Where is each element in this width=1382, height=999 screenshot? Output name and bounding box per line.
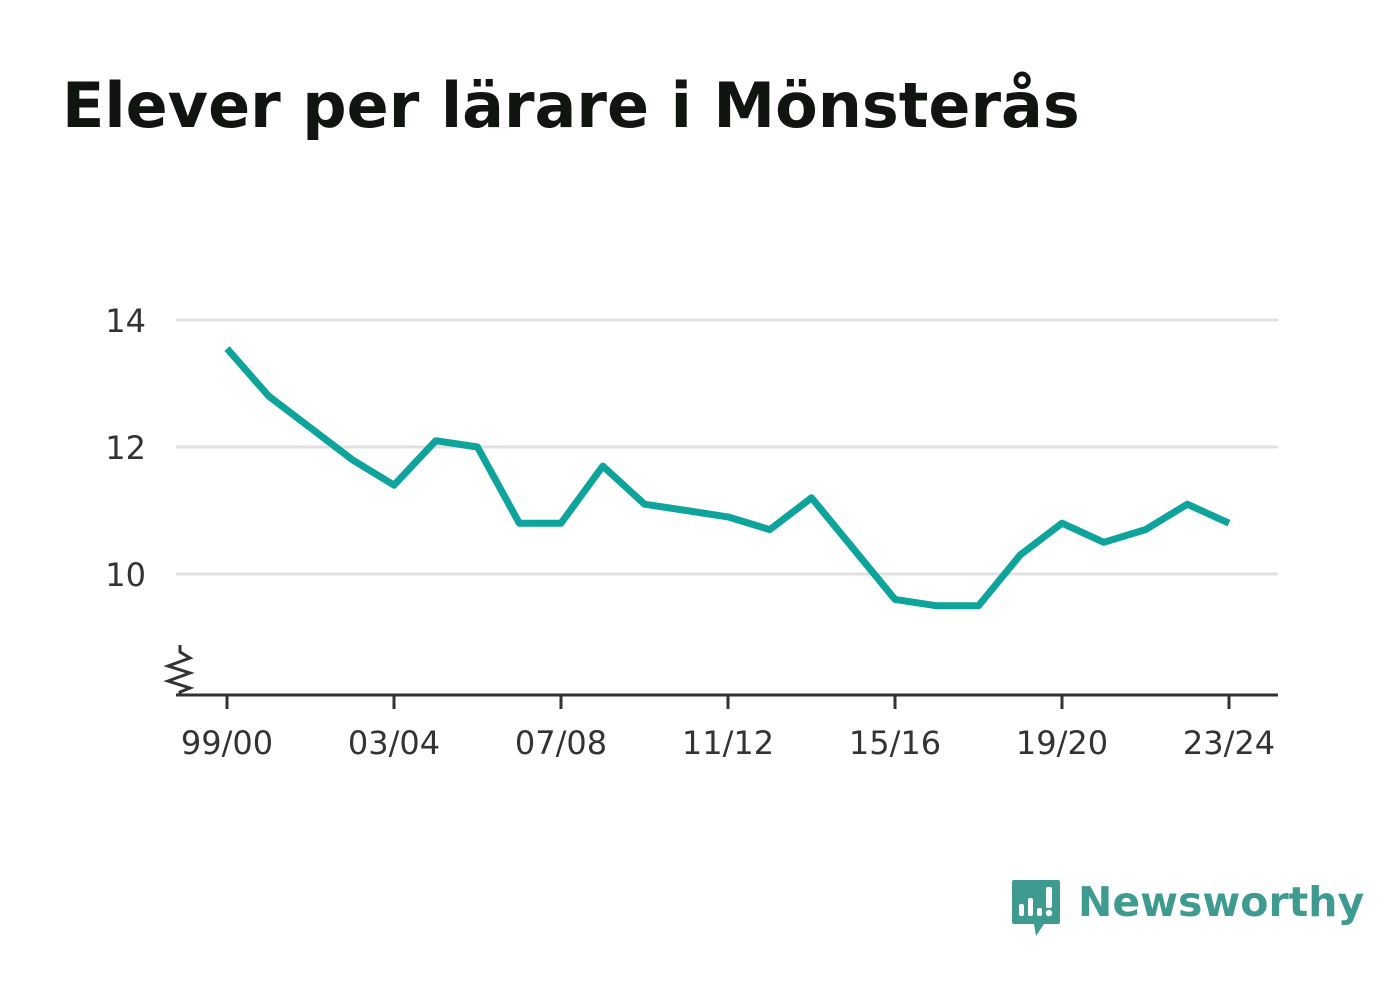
newsworthy-logo-icon — [1012, 880, 1060, 936]
x-tick-label: 03/04 — [348, 724, 440, 762]
x-tick-label: 07/08 — [515, 724, 607, 762]
x-axis — [163, 645, 1278, 709]
x-tick-label: 15/16 — [849, 724, 941, 762]
y-axis-labels: 10 12 14 — [105, 302, 146, 594]
x-tick-label: 99/00 — [181, 724, 273, 762]
y-axis-break — [163, 645, 195, 695]
y-tick-label: 10 — [105, 556, 146, 594]
y-tick-label: 12 — [105, 429, 146, 467]
x-tick-label: 19/20 — [1016, 724, 1108, 762]
y-tick-label: 14 — [105, 302, 146, 340]
grid-lines — [176, 318, 1278, 576]
chart-title: Elever per lärare i Mönsterås — [62, 69, 1080, 142]
x-tick-label: 11/12 — [682, 724, 774, 762]
newsworthy-logo: Newsworthy — [1010, 878, 1364, 940]
brand-name: Newsworthy — [1078, 878, 1365, 926]
x-tick-label: 23/24 — [1183, 724, 1275, 762]
series-layer — [224, 346, 1231, 610]
series-line — [224, 346, 1231, 610]
x-axis-labels: 99/00 03/04 07/08 11/12 15/16 19/20 23/24 — [181, 724, 1275, 762]
